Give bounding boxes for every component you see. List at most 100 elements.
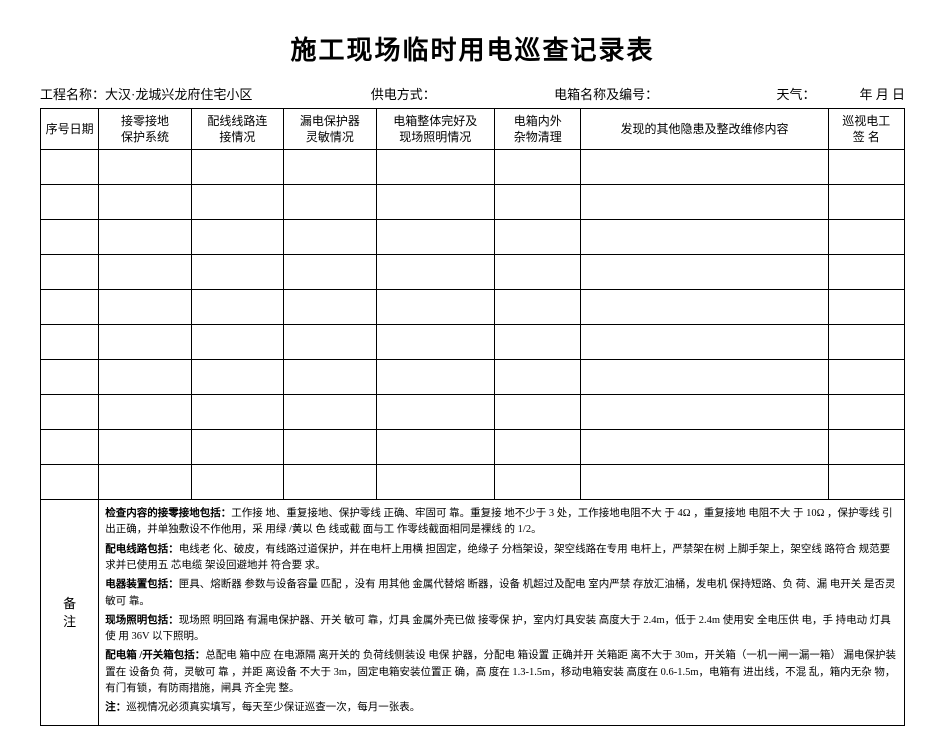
table-cell[interactable]: [41, 290, 99, 325]
table-cell[interactable]: [99, 465, 191, 500]
table-cell[interactable]: [99, 290, 191, 325]
table-cell[interactable]: [376, 430, 495, 465]
table-cell[interactable]: [376, 325, 495, 360]
table-cell[interactable]: [376, 465, 495, 500]
table-cell[interactable]: [376, 185, 495, 220]
project-value: 大汉·龙城兴龙府住宅小区: [105, 85, 252, 106]
table-cell[interactable]: [41, 430, 99, 465]
header-row: 序号日期 接零接地保护系统 配线线路连接情况 漏电保护器灵敏情况 电箱整体完好及…: [41, 108, 905, 149]
table-cell[interactable]: [495, 220, 581, 255]
table-cell[interactable]: [495, 465, 581, 500]
table-cell[interactable]: [376, 220, 495, 255]
table-cell[interactable]: [284, 150, 376, 185]
table-row: [41, 255, 905, 290]
table-cell[interactable]: [581, 430, 828, 465]
table-cell[interactable]: [191, 325, 283, 360]
note3-text: 匣具、熔断器 参数与设备容量 匹配 ，没有 用其他 金属代替熔 断器，设备 机超…: [105, 579, 895, 606]
table-cell[interactable]: [828, 465, 904, 500]
table-cell[interactable]: [495, 150, 581, 185]
table-cell[interactable]: [495, 430, 581, 465]
table-cell[interactable]: [581, 360, 828, 395]
box-label: 电箱名称及编号：: [554, 85, 658, 106]
table-cell[interactable]: [99, 395, 191, 430]
table-cell[interactable]: [376, 395, 495, 430]
note6-text: 巡视情况必须真实填写，每天至少保证巡查一次，每月一张表。: [126, 702, 420, 713]
table-cell[interactable]: [495, 185, 581, 220]
table-cell[interactable]: [41, 185, 99, 220]
table-cell[interactable]: [495, 255, 581, 290]
table-cell[interactable]: [191, 430, 283, 465]
table-cell[interactable]: [495, 290, 581, 325]
table-cell[interactable]: [828, 185, 904, 220]
table-cell[interactable]: [828, 255, 904, 290]
table-cell[interactable]: [99, 325, 191, 360]
table-cell[interactable]: [284, 255, 376, 290]
note1-label: 检查内容的接零接地包括：: [105, 508, 231, 519]
table-cell[interactable]: [828, 430, 904, 465]
table-cell[interactable]: [376, 255, 495, 290]
table-cell[interactable]: [284, 220, 376, 255]
table-cell[interactable]: [99, 150, 191, 185]
table-cell[interactable]: [99, 185, 191, 220]
table-cell[interactable]: [828, 325, 904, 360]
table-row: [41, 150, 905, 185]
table-cell[interactable]: [284, 465, 376, 500]
table-cell[interactable]: [191, 185, 283, 220]
col-box-light: 电箱整体完好及现场照明情况: [376, 108, 495, 149]
table-cell[interactable]: [41, 255, 99, 290]
table-cell[interactable]: [284, 185, 376, 220]
note4-label: 现场照明包括：: [105, 615, 179, 626]
table-cell[interactable]: [581, 465, 828, 500]
table-cell[interactable]: [41, 150, 99, 185]
col-seq-date: 序号日期: [41, 108, 99, 149]
table-cell[interactable]: [99, 360, 191, 395]
table-cell[interactable]: [99, 220, 191, 255]
table-cell[interactable]: [581, 220, 828, 255]
table-row: [41, 185, 905, 220]
table-cell[interactable]: [581, 150, 828, 185]
note2-label: 配电线路包括：: [105, 544, 179, 555]
col-signature: 巡视电工签 名: [828, 108, 904, 149]
table-cell[interactable]: [41, 325, 99, 360]
table-cell[interactable]: [828, 395, 904, 430]
table-cell[interactable]: [284, 360, 376, 395]
table-cell[interactable]: [495, 395, 581, 430]
table-cell[interactable]: [191, 360, 283, 395]
table-cell[interactable]: [376, 360, 495, 395]
table-cell[interactable]: [191, 395, 283, 430]
table-cell[interactable]: [284, 325, 376, 360]
table-cell[interactable]: [191, 220, 283, 255]
note5-label: 配电箱 /开关箱包括：: [105, 650, 205, 661]
table-cell[interactable]: [191, 465, 283, 500]
table-cell[interactable]: [581, 325, 828, 360]
table-cell[interactable]: [828, 290, 904, 325]
table-cell[interactable]: [41, 395, 99, 430]
table-cell[interactable]: [284, 290, 376, 325]
col-wiring: 配线线路连接情况: [191, 108, 283, 149]
table-cell[interactable]: [828, 360, 904, 395]
table-cell[interactable]: [828, 150, 904, 185]
table-cell[interactable]: [191, 150, 283, 185]
table-cell[interactable]: [191, 255, 283, 290]
table-row: [41, 430, 905, 465]
table-cell[interactable]: [495, 360, 581, 395]
table-cell[interactable]: [581, 255, 828, 290]
table-cell[interactable]: [41, 465, 99, 500]
inspection-table: 序号日期 接零接地保护系统 配线线路连接情况 漏电保护器灵敏情况 电箱整体完好及…: [40, 108, 905, 727]
table-cell[interactable]: [41, 360, 99, 395]
table-cell[interactable]: [99, 255, 191, 290]
table-cell[interactable]: [376, 150, 495, 185]
table-cell[interactable]: [284, 395, 376, 430]
table-cell[interactable]: [581, 185, 828, 220]
table-cell[interactable]: [495, 325, 581, 360]
table-cell[interactable]: [581, 395, 828, 430]
meta-row: 工程名称： 大汉·龙城兴龙府住宅小区 供电方式： 电箱名称及编号： 天气： 年 …: [40, 85, 905, 106]
table-cell[interactable]: [376, 290, 495, 325]
table-cell[interactable]: [581, 290, 828, 325]
table-cell[interactable]: [828, 220, 904, 255]
table-cell[interactable]: [191, 290, 283, 325]
table-cell[interactable]: [41, 220, 99, 255]
col-grounding: 接零接地保护系统: [99, 108, 191, 149]
table-cell[interactable]: [99, 430, 191, 465]
table-cell[interactable]: [284, 430, 376, 465]
